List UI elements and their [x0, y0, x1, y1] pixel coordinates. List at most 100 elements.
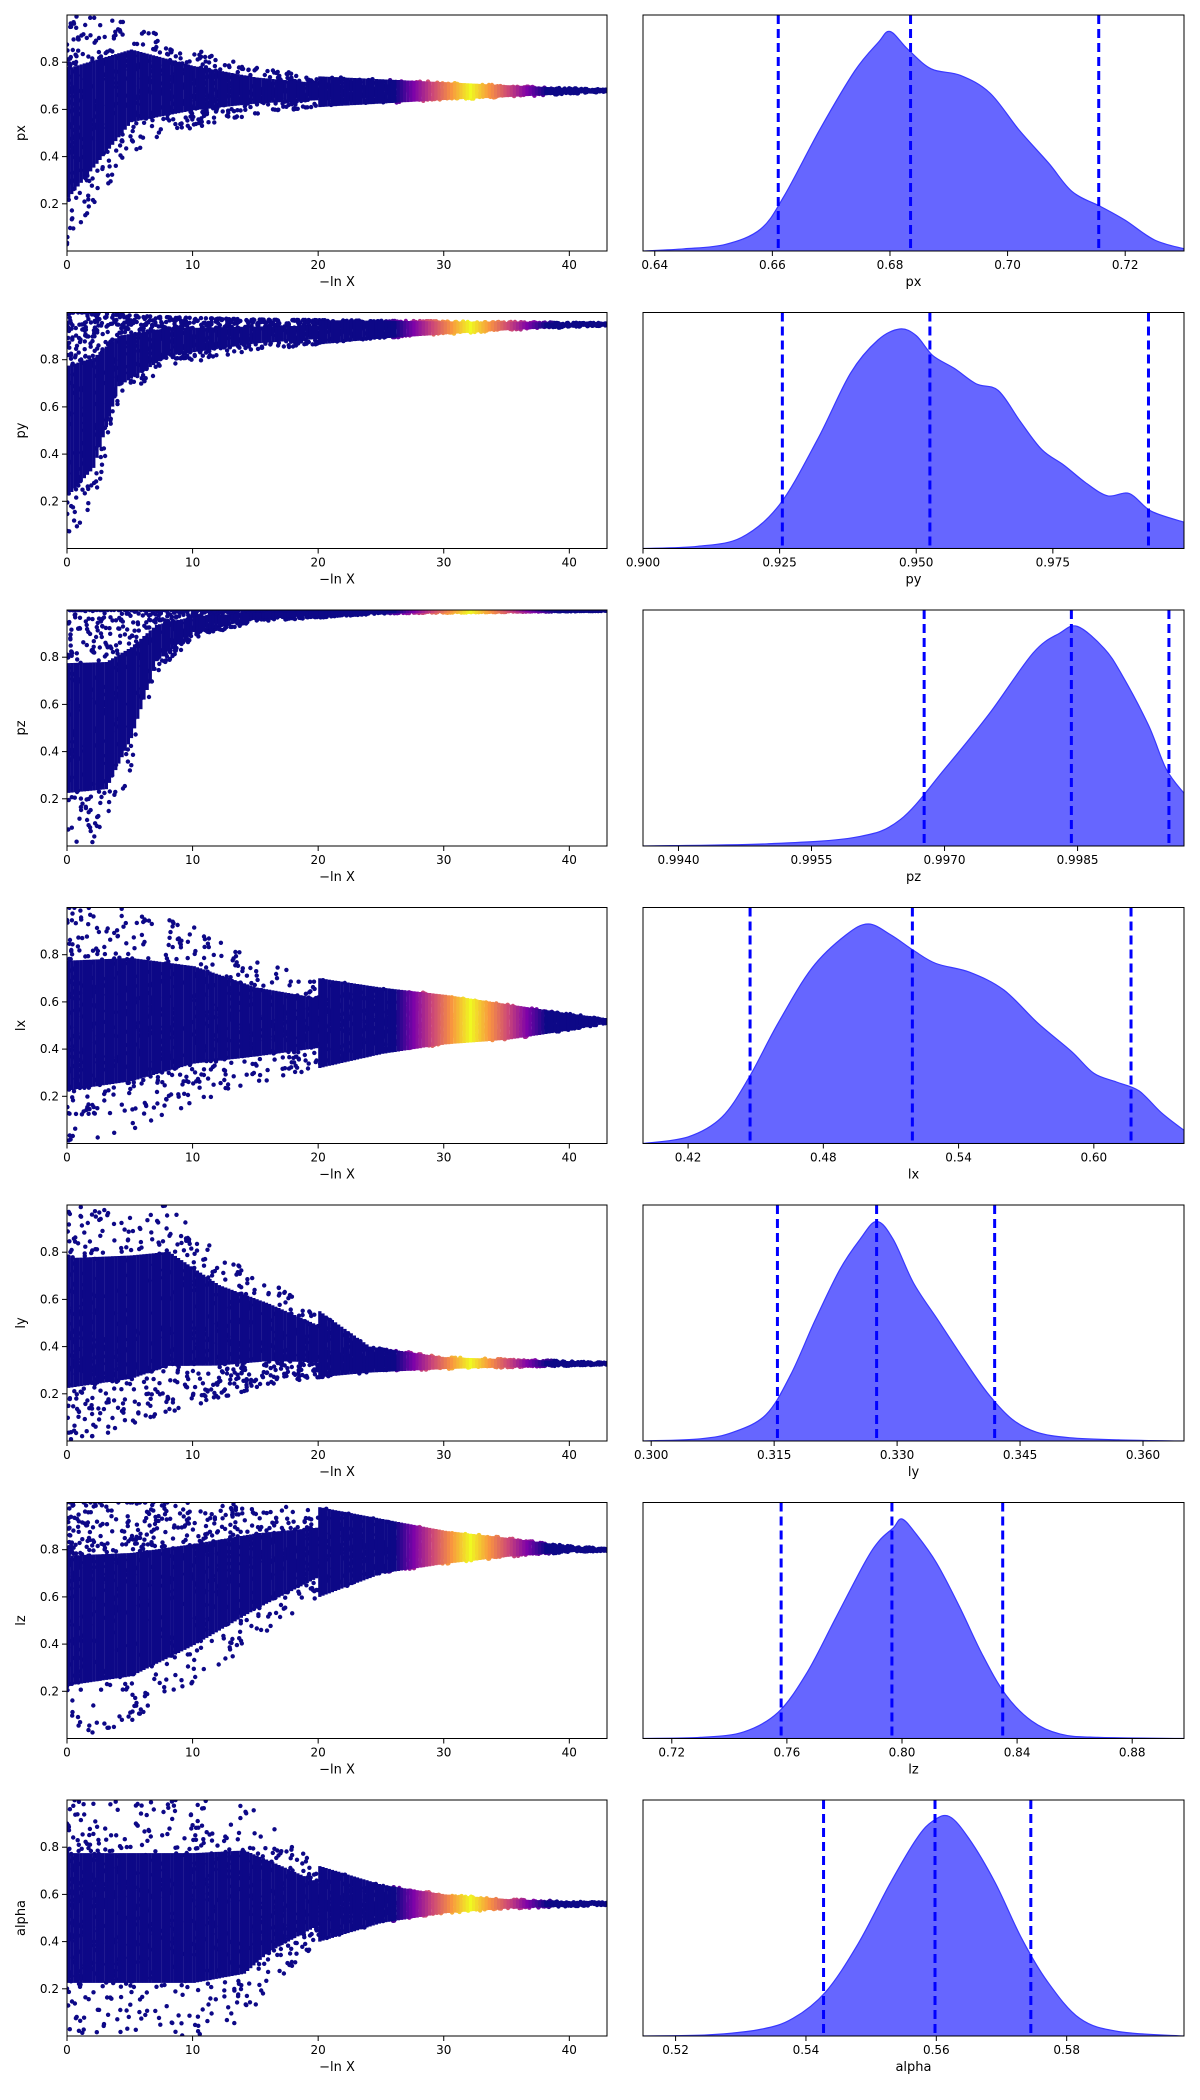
trace-band: [79, 64, 83, 183]
y-axis-label: py: [14, 422, 29, 438]
trace-band: [255, 326, 259, 344]
trace-band: [205, 68, 209, 109]
x-tick-label: 40: [562, 556, 577, 570]
trace-band: [528, 322, 532, 330]
trace-point: [98, 800, 103, 806]
trace-band: [89, 61, 93, 172]
trace-point: [76, 350, 81, 355]
trace-point: [78, 220, 84, 225]
trace-point: [114, 648, 120, 653]
trace-band: [70, 67, 74, 195]
trace-band: [437, 82, 441, 101]
trace-band: [434, 321, 438, 335]
posterior-frame: [642, 14, 1185, 252]
x-tick-label: 10: [185, 556, 200, 570]
trace-band: [424, 81, 429, 101]
trace-band: [151, 55, 156, 118]
trace-point: [158, 127, 163, 132]
trace-point: [88, 828, 93, 834]
trace-band: [443, 82, 447, 100]
trace-band: [365, 320, 369, 340]
trace-point: [124, 146, 129, 151]
trace-band: [484, 321, 488, 332]
trace-band: [415, 80, 419, 102]
trace-point: [163, 319, 169, 325]
trace-band: [227, 327, 231, 348]
trace-point: [262, 72, 267, 78]
trace-point: [71, 21, 77, 26]
posterior-density-px: [643, 30, 1184, 251]
trace-point: [118, 19, 123, 25]
trace-point: [259, 344, 265, 349]
trace-band: [478, 83, 482, 99]
trace-point: [226, 63, 232, 68]
trace-point: [238, 108, 243, 113]
trace-point: [248, 104, 253, 110]
trace-point: [105, 329, 110, 335]
trace-point: [106, 181, 111, 186]
trace-band: [406, 80, 410, 103]
trace-band: [311, 82, 316, 101]
trace-point: [239, 114, 244, 120]
trace-band: [340, 320, 344, 343]
trace-point: [231, 59, 236, 64]
trace-point: [129, 138, 135, 143]
trace-band: [230, 73, 234, 107]
trace-point: [198, 358, 204, 363]
trace-point: [69, 326, 74, 331]
trace-point: [246, 344, 251, 349]
trace-point: [107, 164, 112, 169]
trace-band: [531, 322, 535, 329]
y-tick-label: 0.6: [40, 102, 59, 116]
trace-point: [156, 667, 161, 673]
trace-point: [124, 751, 129, 757]
trace-point: [128, 134, 133, 139]
x-tick-label: 0.975: [1036, 556, 1070, 570]
trace-band: [236, 326, 240, 346]
trace-point: [281, 344, 286, 349]
trace-band: [230, 327, 234, 347]
trace-point: [285, 71, 291, 77]
trace-point: [308, 104, 314, 110]
trace-band: [346, 77, 350, 106]
trace-band: [453, 82, 457, 100]
trace-point: [67, 240, 70, 245]
trace-band: [390, 79, 394, 103]
trace-point: [106, 808, 111, 814]
x-tick-label: 0.68: [877, 258, 904, 272]
trace-band: [406, 321, 410, 337]
trace-band: [409, 321, 413, 337]
trace-point: [199, 119, 204, 125]
trace-band: [456, 82, 460, 100]
trace-point: [92, 15, 97, 20]
trace-band: [333, 77, 338, 107]
trace-band: [176, 61, 181, 114]
trace-point: [92, 834, 97, 839]
trace-band: [220, 327, 225, 349]
trace-band: [512, 322, 517, 330]
trace-point: [156, 324, 161, 329]
trace-point: [130, 128, 135, 134]
trace-point: [281, 104, 286, 109]
trace-band: [440, 82, 444, 101]
trace-point: [198, 315, 204, 321]
trace-point: [187, 315, 192, 320]
trace-point: [220, 317, 225, 322]
trace-band: [324, 320, 328, 344]
trace-point: [84, 334, 90, 339]
trace-point: [153, 316, 158, 321]
trace-point: [84, 35, 90, 41]
trace-band: [387, 320, 391, 338]
trace-point: [67, 42, 70, 47]
trace-point: [106, 158, 112, 163]
trace-point: [74, 524, 80, 529]
trace-band: [111, 55, 115, 145]
trace-point: [129, 330, 134, 335]
trace-band: [516, 322, 520, 330]
trace-band: [186, 328, 190, 353]
trace-point: [146, 320, 151, 325]
trace-band: [161, 57, 165, 117]
trace-band: [591, 88, 595, 93]
trace-band: [588, 322, 592, 327]
trace-band: [541, 322, 545, 329]
